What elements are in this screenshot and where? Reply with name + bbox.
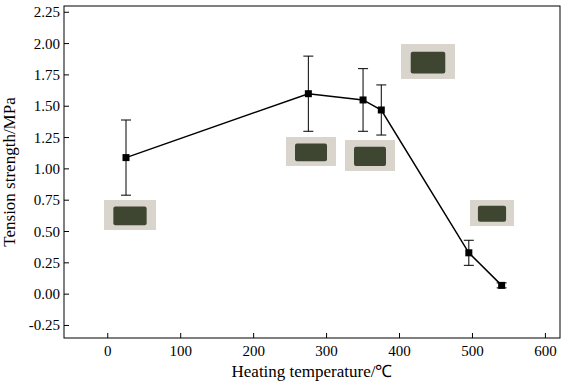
- error-bar: [121, 120, 131, 195]
- specimen-photo: [401, 44, 455, 79]
- x-tick-label: 300: [315, 343, 338, 359]
- x-tick-label: 0: [104, 343, 112, 359]
- y-tick-label: 0.75: [34, 192, 60, 208]
- y-tick-label: 2.00: [34, 36, 60, 52]
- y-tick-label: 0.25: [34, 255, 60, 271]
- specimen-photo: [286, 137, 336, 166]
- error-bar: [376, 85, 386, 135]
- specimen-photo: [104, 200, 156, 230]
- photo-specimen: [478, 206, 506, 222]
- data-point: [360, 96, 367, 103]
- data-point: [123, 154, 130, 161]
- error-cap: [376, 84, 386, 85]
- y-tick: [64, 294, 69, 295]
- x-tick-label: 100: [169, 343, 192, 359]
- y-tick: [64, 137, 69, 138]
- plot-area: [121, 56, 507, 289]
- error-bar: [358, 69, 368, 132]
- error-cap: [121, 120, 131, 121]
- error-cap: [303, 56, 313, 57]
- error-bar: [497, 283, 507, 288]
- error-cap: [358, 131, 368, 132]
- x-tick-label: 200: [242, 343, 265, 359]
- error-bar: [303, 56, 313, 131]
- x-axis-title: Heating temperature/℃: [232, 362, 393, 381]
- specimen-photo: [470, 200, 514, 226]
- y-tick: [64, 12, 69, 13]
- y-tick: [64, 200, 69, 201]
- y-tick: [64, 262, 69, 263]
- y-tick-label: 1.25: [34, 130, 60, 146]
- data-line: [126, 94, 502, 286]
- plot-frame: [64, 6, 560, 338]
- y-tick-label: 1.50: [34, 98, 60, 114]
- x-tick: [107, 333, 108, 338]
- error-cap: [464, 265, 474, 266]
- y-tick-label: 0.00: [34, 286, 60, 302]
- y-tick: [64, 106, 69, 107]
- x-tick: [180, 333, 181, 338]
- y-tick-label: 1.75: [34, 67, 60, 83]
- data-point: [465, 249, 472, 256]
- y-tick: [64, 231, 69, 232]
- photo-specimen: [411, 52, 446, 74]
- data-point: [378, 106, 385, 113]
- photo-background: [345, 140, 395, 171]
- x-tick: [253, 333, 254, 338]
- x-tick-label: 400: [388, 343, 411, 359]
- y-tick-label: -0.25: [29, 317, 60, 333]
- y-tick-label: 1.00: [34, 161, 60, 177]
- data-point: [305, 90, 312, 97]
- y-tick-label: 2.25: [34, 4, 60, 20]
- photo-background: [470, 200, 514, 226]
- error-cap: [464, 240, 474, 241]
- y-tick: [64, 43, 69, 44]
- photo-background: [104, 200, 156, 230]
- photo-background: [401, 44, 455, 79]
- error-cap: [303, 131, 313, 132]
- photo-background: [286, 137, 336, 166]
- photo-specimen: [295, 143, 327, 161]
- y-tick: [64, 168, 69, 169]
- x-tick: [545, 333, 546, 338]
- x-tick: [399, 333, 400, 338]
- photo-specimen: [113, 207, 146, 226]
- y-tick: [64, 325, 69, 326]
- x-tick-label: 600: [534, 343, 557, 359]
- x-tick: [326, 333, 327, 338]
- y-axis-title: Tension strength/MPa: [0, 97, 19, 247]
- specimen-photo: [345, 140, 395, 171]
- error-cap: [121, 195, 131, 196]
- x-tick-label: 500: [461, 343, 484, 359]
- y-tick-label: 0.50: [34, 224, 60, 240]
- data-point: [498, 282, 505, 289]
- error-cap: [358, 68, 368, 69]
- y-tick: [64, 74, 69, 75]
- photo-specimen: [354, 147, 386, 166]
- chart: -0.25 0.00 0.25 0.50 0.75 1.00 1.25 1.50 1.75 2.0…: [0, 0, 576, 383]
- error-cap: [376, 135, 386, 136]
- x-tick: [472, 333, 473, 338]
- error-bar: [464, 240, 474, 265]
